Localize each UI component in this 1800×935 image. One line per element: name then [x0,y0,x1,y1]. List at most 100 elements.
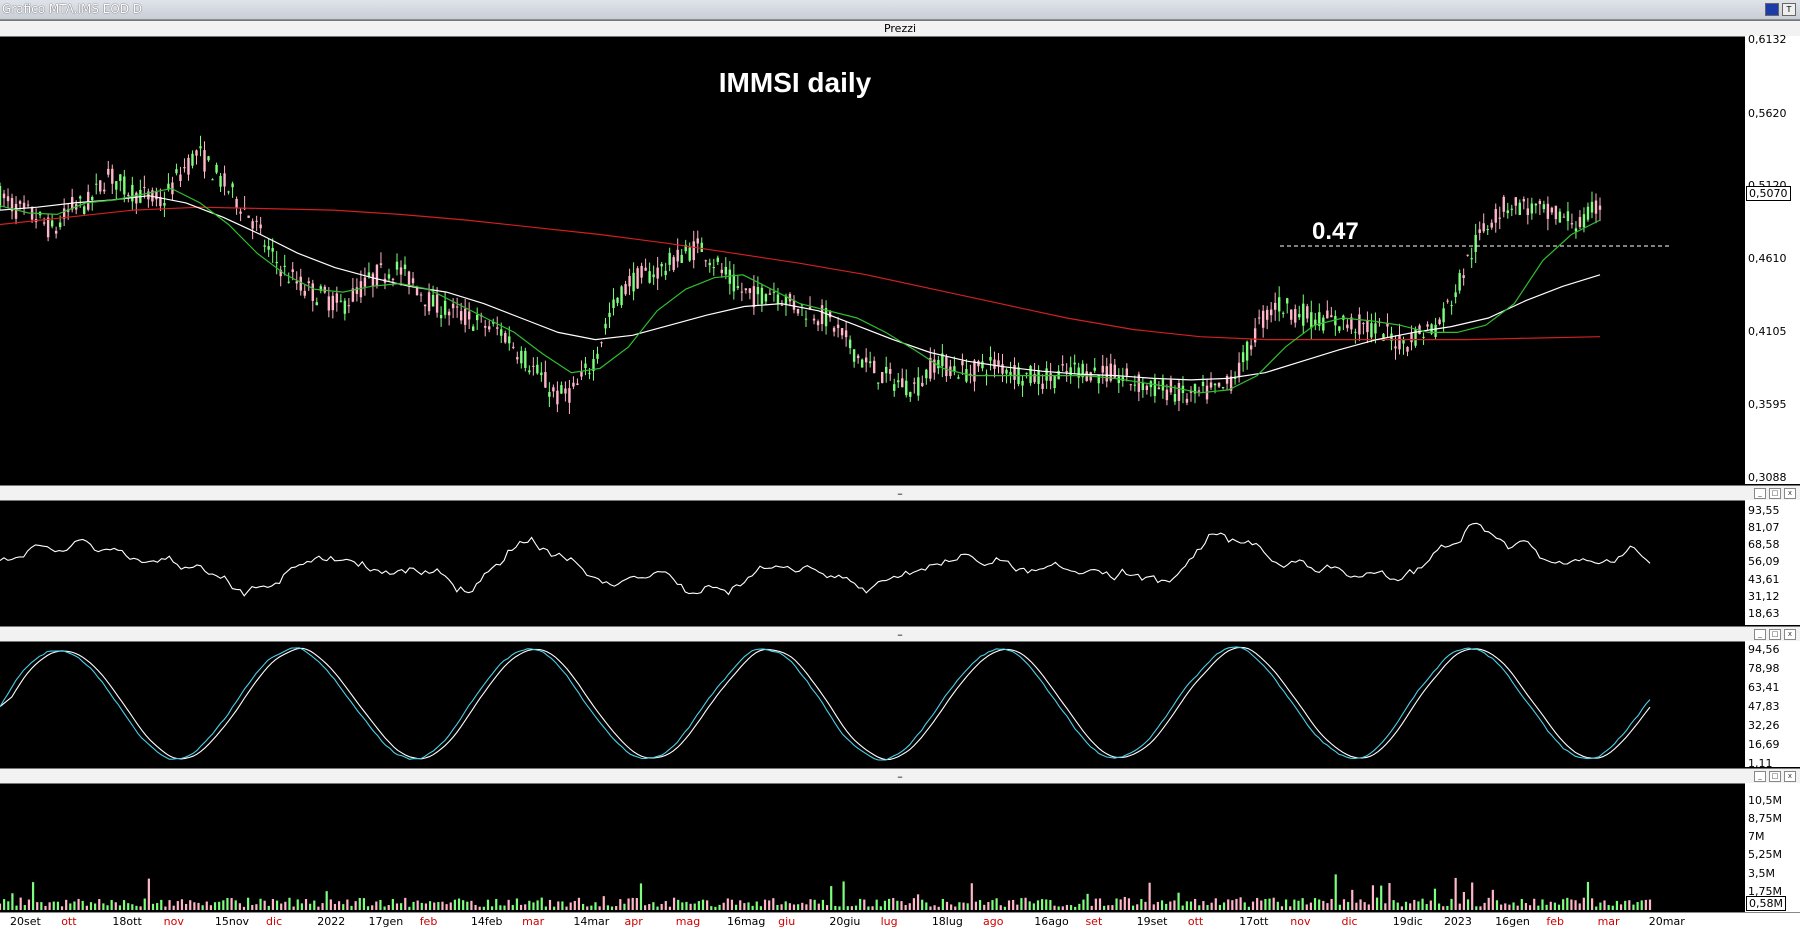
volume-bar [1512,902,1515,910]
close-icon[interactable]: x [1784,771,1796,782]
volume-bar [867,906,870,910]
volume-bar [1425,904,1428,910]
candle-body [375,264,379,286]
candle-body [848,339,852,349]
volume-bar [656,906,659,910]
volume-bar [540,897,543,910]
candle-body [961,361,964,366]
price-chart[interactable]: 0.47 IMMSI daily [0,36,1745,484]
candle-body [604,323,607,329]
volume-chart[interactable] [0,783,1745,912]
candle-body [1133,384,1137,386]
volume-bar [395,903,399,910]
volume-bar [772,898,775,910]
volume-bar [1384,903,1387,910]
volume-bar [1090,905,1093,910]
stochastic-chart[interactable] [0,641,1745,767]
candle-body [664,270,667,276]
volume-bar [586,906,589,910]
candle-body [672,257,675,270]
volume-bar [619,899,622,910]
volume-bar [1318,899,1321,910]
candle-body [91,196,94,201]
candle-body [1358,314,1361,335]
volume-bar [491,906,494,910]
candle-body [512,346,515,348]
volume-bar [1359,899,1362,910]
volume-bar [1181,905,1184,910]
volume-bar [1140,899,1143,910]
volume-bar [710,906,713,910]
candle-body [1454,292,1457,298]
volume-bar [689,903,692,910]
volume-bar [280,903,283,910]
candle-body [776,294,780,304]
stoch-panel-header: – _ □ x [0,626,1800,642]
candle-body [564,388,567,394]
rsi-chart[interactable] [0,500,1745,625]
y-tick-label: 31,12 [1748,589,1780,603]
volume-bar [1504,903,1507,910]
candle-body [716,257,719,262]
volume-bar [631,897,634,910]
candle-body [876,382,880,384]
candle-body [496,327,499,329]
volume-bar [970,883,973,910]
minimize-icon[interactable]: _ [1754,488,1766,499]
volume-bar [1599,902,1602,910]
candle-body [913,382,916,384]
volume-bar [1388,883,1391,910]
candle-body [536,364,539,374]
close-button[interactable]: T [1782,3,1796,16]
candle-body [953,366,956,372]
volume-bar [768,900,771,910]
candle-body [488,326,491,330]
candle-body [696,238,699,244]
candle-body [580,371,583,377]
maximize-icon[interactable]: □ [1769,488,1781,499]
close-icon[interactable]: x [1784,488,1796,499]
candle-body [1538,200,1542,204]
volume-bar [1363,902,1366,910]
candle-body [1562,216,1566,218]
candle-body [367,272,371,277]
volume-bar [1260,900,1263,910]
maximize-icon[interactable]: □ [1769,771,1781,782]
volume-bar [304,899,308,910]
candle-body [492,322,495,324]
volume-bar [1024,897,1027,910]
candle-body [443,300,447,315]
volume-bar [1338,904,1341,910]
minimize-icon[interactable]: _ [1754,629,1766,640]
y-tick-label: 0,6132 [1748,33,1787,46]
candle-body [1157,387,1161,390]
candle-body [628,275,631,287]
candle-body [768,293,772,295]
candle-body [1446,300,1449,302]
volume-bar [1508,904,1511,910]
candle-body [808,307,812,310]
candle-body [1069,367,1072,376]
volume-bar [69,903,72,910]
candle-body [1097,375,1100,384]
volume-bar [1619,904,1623,910]
volume-bar [925,902,928,910]
volume-bar [1012,899,1015,910]
volume-bar [284,901,287,910]
volume-bar [259,898,262,910]
close-icon[interactable]: x [1784,629,1796,640]
candle-body [772,291,776,293]
candle-body [1470,258,1473,260]
minimize-button[interactable] [1765,3,1779,16]
candle-body [893,384,896,391]
volume-bar [1330,898,1333,910]
x-tick-label: 16ago [1034,915,1069,928]
candle-body [1021,380,1024,386]
candle-body [1526,208,1530,216]
volume-bar [1624,900,1627,910]
minimize-icon[interactable]: _ [1754,771,1766,782]
price-panel-header: Prezzi [0,20,1800,37]
maximize-icon[interactable]: □ [1769,629,1781,640]
volume-bar [1471,882,1474,910]
candle-body [724,266,728,275]
